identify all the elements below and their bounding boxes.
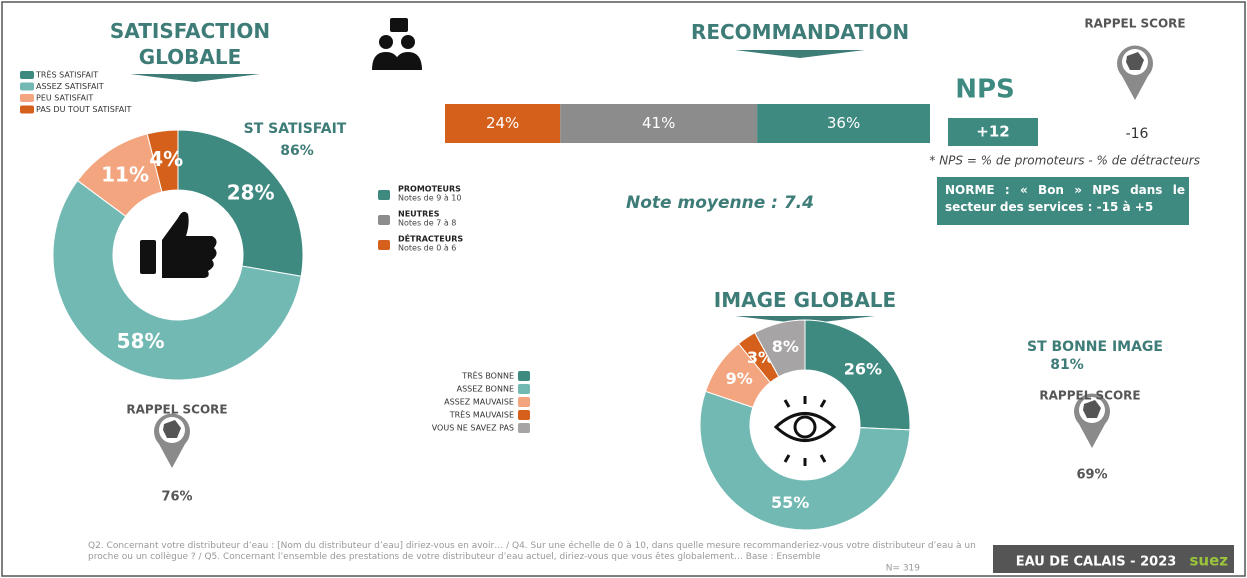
data-label: 4% xyxy=(149,147,183,171)
chart-title: SATISFACTION GLOBALE xyxy=(109,19,271,69)
brand-box xyxy=(993,545,1234,573)
legend-swatch xyxy=(518,384,530,394)
donut-segment xyxy=(177,129,304,277)
legend-label: ASSEZ BONNE xyxy=(457,385,514,394)
legend-note: Notes de 0 à 6 xyxy=(398,244,456,253)
legend-note: Notes de 7 à 8 xyxy=(398,219,456,228)
legend-swatch xyxy=(20,94,34,102)
legend-label: DÉTRACTEURS xyxy=(398,233,463,244)
thumbs-up-icon xyxy=(140,211,217,278)
nps-reminder: -16 xyxy=(1126,126,1149,142)
legend-label: PAS DU TOUT SATISFAIT xyxy=(36,105,132,114)
bar-segment xyxy=(560,104,758,143)
bar-segment xyxy=(757,104,930,143)
data-label: 28% xyxy=(227,180,275,204)
legend-swatch xyxy=(20,105,34,114)
mean-score: Note moyenne : 7.4 xyxy=(626,193,814,213)
donut-segment xyxy=(699,390,911,531)
data-label: 26% xyxy=(844,359,882,378)
legend-label: ASSEZ SATISFAIT xyxy=(36,82,104,91)
nps-reminder-label: RAPPEL SCORE xyxy=(1084,17,1185,31)
donut-segment xyxy=(754,319,806,378)
legend-swatch xyxy=(20,71,34,79)
data-label: 24% xyxy=(486,114,519,132)
reminder-value: 69% xyxy=(1076,468,1107,483)
data-label: 41% xyxy=(642,114,675,132)
data-label: 9% xyxy=(726,369,753,388)
base: N= 319 xyxy=(886,564,921,574)
data-label: 36% xyxy=(827,114,860,132)
brand: EAU DE CALAIS - 2023 xyxy=(1016,555,1177,570)
nps-box xyxy=(948,118,1038,146)
pin-icon xyxy=(154,413,191,468)
legend-swatch xyxy=(20,82,34,91)
subtotal-label: ST SATISFAIT xyxy=(244,121,347,137)
legend-label: VOUS NE SAVEZ PAS xyxy=(432,424,514,433)
legend-swatch xyxy=(518,397,530,407)
people-icon xyxy=(372,18,422,70)
eye-icon xyxy=(773,396,837,466)
legend-swatch xyxy=(378,240,390,250)
legend-swatch xyxy=(378,190,390,200)
data-label: 58% xyxy=(117,329,165,353)
legend-label: TRÈS BONNE xyxy=(461,370,514,381)
nps-title: NPS xyxy=(955,75,1015,105)
legend-swatch xyxy=(518,371,530,381)
legend-swatch xyxy=(518,423,530,433)
chart-title: RECOMMANDATION xyxy=(690,20,910,44)
norm-box xyxy=(937,177,1189,225)
subtotal-value: 86% xyxy=(280,143,314,159)
donut-segment xyxy=(52,179,302,381)
donut-segment xyxy=(146,129,179,193)
pin-icon xyxy=(1074,393,1110,448)
legend-label: ASSEZ MAUVAISE xyxy=(444,398,514,407)
pin-icon xyxy=(1117,45,1153,100)
reminder-label: RAPPEL SCORE xyxy=(1039,389,1140,403)
subtotal-value: 81% xyxy=(1050,357,1084,373)
legend-label: TRÈS MAUVAISE xyxy=(449,409,514,420)
reminder-value: 76% xyxy=(161,490,192,505)
nps-value: +12 xyxy=(976,123,1009,141)
legend-label: TRÈS SATISFAIT xyxy=(35,69,98,80)
legend-label: NEUTRES xyxy=(398,210,440,219)
legend-note: Notes de 9 à 10 xyxy=(398,194,461,203)
bar-segment xyxy=(445,104,561,143)
title-arrow xyxy=(735,50,865,58)
reminder-label: RAPPEL SCORE xyxy=(126,403,227,417)
chart-title: IMAGE GLOBALE xyxy=(713,288,897,312)
data-label: 11% xyxy=(101,163,149,187)
logo: suez xyxy=(1189,552,1228,570)
title-arrow xyxy=(130,74,260,82)
nps-definition: * NPS = % de promoteurs - % de détracteu… xyxy=(929,154,1200,168)
legend-label: PROMOTEURS xyxy=(398,185,461,194)
subtotal-label: ST BONNE IMAGE xyxy=(1027,339,1163,355)
norm: NORME : « Bon » NPS dans le secteur des … xyxy=(945,183,1185,214)
donut-segment xyxy=(804,319,911,431)
footnote: Q2. Concernant votre distributeur d’eau … xyxy=(88,541,976,562)
legend-swatch xyxy=(518,410,530,420)
data-label: 8% xyxy=(772,337,799,356)
legend-label: PEU SATISFAIT xyxy=(36,94,93,103)
data-label: 55% xyxy=(771,493,809,512)
legend-swatch xyxy=(378,215,390,225)
